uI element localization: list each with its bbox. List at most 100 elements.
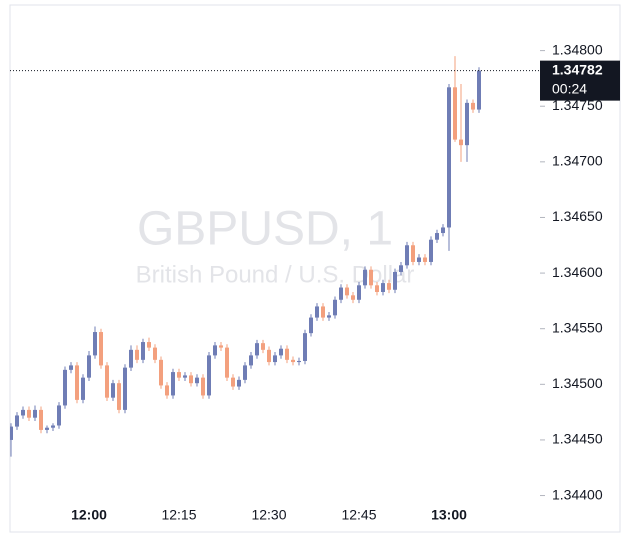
x-tick-label: 13:00 (431, 507, 467, 523)
candle-body (321, 306, 325, 318)
candle-body (291, 359, 295, 363)
candle-body (111, 383, 115, 398)
candle-body (297, 360, 301, 363)
x-tick-label: 12:00 (71, 507, 107, 523)
candle-body (207, 355, 211, 396)
candle-body (357, 285, 361, 300)
candle-body (15, 415, 19, 427)
candle-body (243, 365, 247, 380)
y-tick-label: 1.34700 (552, 153, 603, 169)
frame (9, 4, 621, 533)
time-axis: 12:00 12:15 12:30 12:45 13:00 (71, 507, 467, 523)
candle-body (75, 365, 79, 400)
candle-body (285, 348, 289, 360)
candle-body (219, 345, 223, 348)
candle-body (129, 349, 133, 368)
candle-body (153, 347, 157, 360)
candle-body (477, 70, 481, 110)
candle-body (309, 317, 313, 334)
candle-body (177, 372, 181, 378)
candle-body (45, 427, 49, 430)
candle-body (423, 257, 427, 262)
candle-body (339, 287, 343, 300)
candle-body (369, 269, 373, 286)
candle-body (87, 355, 91, 378)
candle-body (39, 409, 43, 430)
countdown: 00:24 (552, 80, 587, 96)
candle-body (465, 102, 469, 146)
y-tick-label: 1.34600 (552, 264, 603, 280)
candle-body (171, 372, 175, 396)
candle-body (231, 377, 235, 387)
y-tick-label: 1.34800 (552, 41, 603, 57)
candle-body (387, 283, 391, 290)
candle-body (435, 233, 439, 240)
x-tick-label: 12:30 (251, 507, 286, 523)
candle-body (189, 375, 193, 384)
candle-body (261, 343, 265, 350)
y-tick-label: 1.34750 (552, 97, 603, 113)
candle-body (213, 345, 217, 356)
candle-body (249, 355, 253, 366)
candle-body (351, 295, 355, 300)
candle-body (51, 425, 55, 428)
candle-body (123, 367, 127, 410)
watermark-symbol: GBPUSD, 1 (137, 203, 393, 256)
candle-body (471, 102, 475, 110)
candle-body (411, 245, 415, 262)
candle-body (159, 359, 163, 386)
candle-body (135, 349, 139, 360)
y-tick-label: 1.34550 (552, 319, 603, 335)
candle-body (327, 315, 331, 318)
candle-body (63, 369, 67, 406)
candle-body (27, 409, 31, 418)
candle-body (255, 343, 259, 356)
candle-body (393, 271, 397, 290)
watermark-name: British Pound / U.S. Dollar (136, 261, 415, 288)
y-tick-label: 1.34450 (552, 431, 603, 447)
candle-body (303, 333, 307, 361)
candle-body (441, 227, 445, 234)
candle-body (345, 287, 349, 296)
candle-body (117, 383, 121, 410)
candle-body (273, 355, 277, 363)
candle-body (333, 299, 337, 316)
candle-body (399, 265, 403, 272)
candle-body (363, 269, 367, 286)
candle-body (99, 332, 103, 366)
candle-body (375, 285, 379, 292)
candle-body (225, 347, 229, 378)
candle-body (141, 342, 145, 360)
candle-body (105, 365, 109, 398)
x-tick-label: 12:15 (161, 507, 196, 523)
candle-body (183, 375, 187, 378)
x-tick-label: 12:45 (341, 507, 376, 523)
price-axis: 1.34400 1.34450 1.34500 1.34550 1.34600 1.346… (540, 41, 603, 502)
candle-body (69, 365, 73, 370)
candle-body (33, 409, 37, 418)
candle-body (147, 342, 151, 348)
last-price-box (540, 60, 620, 101)
candle-body (165, 385, 169, 396)
last-price-label: 1.34782 (552, 61, 603, 77)
y-tick-label: 1.34400 (552, 486, 603, 502)
y-tick-label: 1.34650 (552, 208, 603, 224)
candle-body (381, 283, 385, 292)
candle-body (453, 87, 457, 140)
candle-body (81, 377, 85, 400)
candle-body (459, 139, 463, 146)
candle-body (93, 332, 97, 356)
candle-body (447, 87, 451, 228)
plot-area (10, 56, 540, 457)
candle-body (57, 405, 61, 426)
candle-body (195, 377, 199, 384)
candle-body (267, 349, 271, 363)
candle-body (315, 306, 319, 318)
y-tick-label: 1.34500 (552, 375, 603, 391)
candle-body (10, 426, 13, 440)
candle-body (429, 239, 433, 262)
candle-body (405, 245, 409, 266)
candle-body (237, 379, 241, 387)
